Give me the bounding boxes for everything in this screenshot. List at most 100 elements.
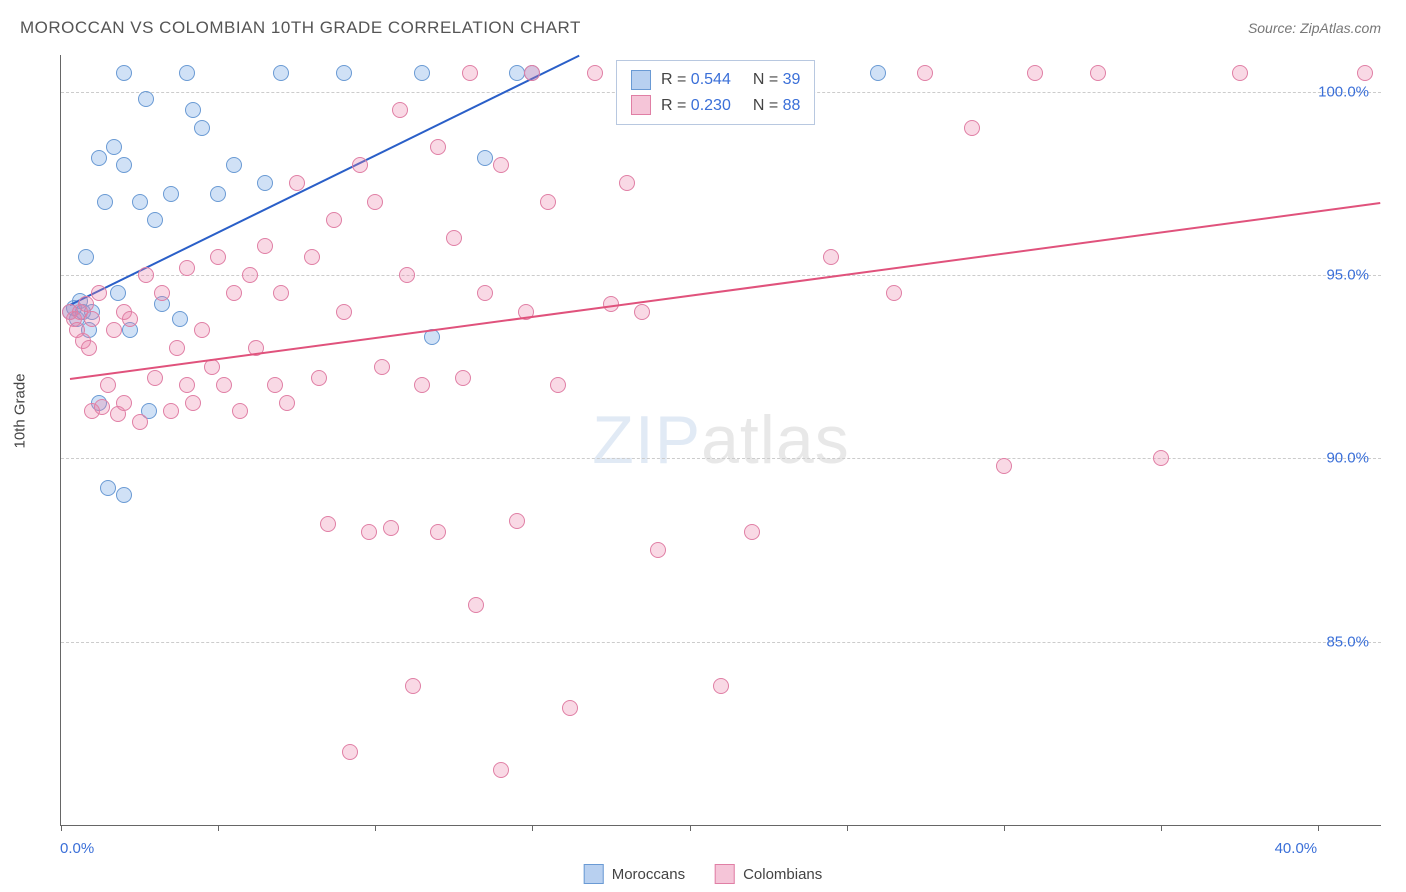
data-point	[273, 65, 289, 81]
legend-item-moroccans: Moroccans	[584, 864, 685, 884]
swatch-colombians	[715, 864, 735, 884]
watermark-thin: atlas	[701, 402, 850, 478]
legend-item-colombians: Colombians	[715, 864, 822, 884]
data-point	[94, 399, 110, 415]
x-tick	[375, 825, 376, 831]
data-point	[106, 322, 122, 338]
data-point	[1153, 450, 1169, 466]
data-point	[78, 296, 94, 312]
data-point	[78, 249, 94, 265]
data-point	[273, 285, 289, 301]
data-point	[1027, 65, 1043, 81]
trend-line	[70, 202, 1381, 380]
data-point	[342, 744, 358, 760]
data-point	[823, 249, 839, 265]
data-point	[194, 120, 210, 136]
data-point	[210, 186, 226, 202]
stats-row: R = 0.544N = 39	[631, 67, 800, 93]
x-tick-label: 0.0%	[60, 840, 94, 857]
data-point	[116, 395, 132, 411]
data-point	[374, 359, 390, 375]
data-point	[81, 340, 97, 356]
gridline	[61, 458, 1381, 459]
data-point	[336, 304, 352, 320]
data-point	[1090, 65, 1106, 81]
data-point	[964, 120, 980, 136]
data-point	[320, 516, 336, 532]
x-tick	[532, 825, 533, 831]
y-tick-label: 90.0%	[1326, 450, 1369, 467]
y-tick-label: 100.0%	[1318, 83, 1369, 100]
data-point	[97, 194, 113, 210]
data-point	[116, 65, 132, 81]
data-point	[650, 542, 666, 558]
x-tick	[61, 825, 62, 831]
stats-row: R = 0.230N = 88	[631, 93, 800, 119]
data-point	[870, 65, 886, 81]
data-point	[163, 186, 179, 202]
data-point	[619, 175, 635, 191]
data-point	[106, 139, 122, 155]
data-point	[430, 524, 446, 540]
data-point	[257, 175, 273, 191]
watermark: ZIPatlas	[592, 401, 849, 479]
data-point	[562, 700, 578, 716]
data-point	[132, 414, 148, 430]
stats-swatch	[631, 70, 651, 90]
data-point	[493, 762, 509, 778]
data-point	[405, 678, 421, 694]
y-tick-label: 85.0%	[1326, 633, 1369, 650]
x-tick	[690, 825, 691, 831]
source-attribution: Source: ZipAtlas.com	[1248, 20, 1381, 36]
data-point	[509, 65, 525, 81]
data-point	[179, 377, 195, 393]
data-point	[587, 65, 603, 81]
data-point	[179, 260, 195, 276]
data-point	[138, 267, 154, 283]
data-point	[226, 285, 242, 301]
x-tick-label: 40.0%	[1275, 840, 1318, 857]
data-point	[383, 520, 399, 536]
data-point	[154, 285, 170, 301]
chart-title: MOROCCAN VS COLOMBIAN 10TH GRADE CORRELA…	[20, 18, 581, 38]
data-point	[1357, 65, 1373, 81]
data-point	[326, 212, 342, 228]
data-point	[392, 102, 408, 118]
stats-r-label: R = 0.544	[661, 67, 731, 93]
data-point	[713, 678, 729, 694]
data-point	[210, 249, 226, 265]
data-point	[430, 139, 446, 155]
data-point	[361, 524, 377, 540]
data-point	[462, 65, 478, 81]
plot-area: ZIPatlas 85.0%90.0%95.0%100.0%R = 0.544N…	[60, 55, 1381, 826]
x-tick	[1318, 825, 1319, 831]
data-point	[304, 249, 320, 265]
watermark-bold: ZIP	[592, 402, 701, 478]
data-point	[267, 377, 283, 393]
data-point	[336, 65, 352, 81]
y-axis-label: 10th Grade	[12, 373, 29, 448]
gridline	[61, 275, 1381, 276]
data-point	[540, 194, 556, 210]
stats-n-label: N = 88	[753, 93, 801, 119]
data-point	[446, 230, 462, 246]
data-point	[399, 267, 415, 283]
data-point	[163, 403, 179, 419]
data-point	[468, 597, 484, 613]
data-point	[550, 377, 566, 393]
data-point	[132, 194, 148, 210]
data-point	[216, 377, 232, 393]
data-point	[367, 194, 383, 210]
data-point	[996, 458, 1012, 474]
data-point	[122, 311, 138, 327]
data-point	[311, 370, 327, 386]
x-tick	[1161, 825, 1162, 831]
data-point	[91, 285, 107, 301]
data-point	[289, 175, 305, 191]
data-point	[138, 91, 154, 107]
data-point	[279, 395, 295, 411]
stats-swatch	[631, 95, 651, 115]
data-point	[91, 150, 107, 166]
data-point	[100, 377, 116, 393]
bottom-legend: Moroccans Colombians	[584, 864, 823, 884]
